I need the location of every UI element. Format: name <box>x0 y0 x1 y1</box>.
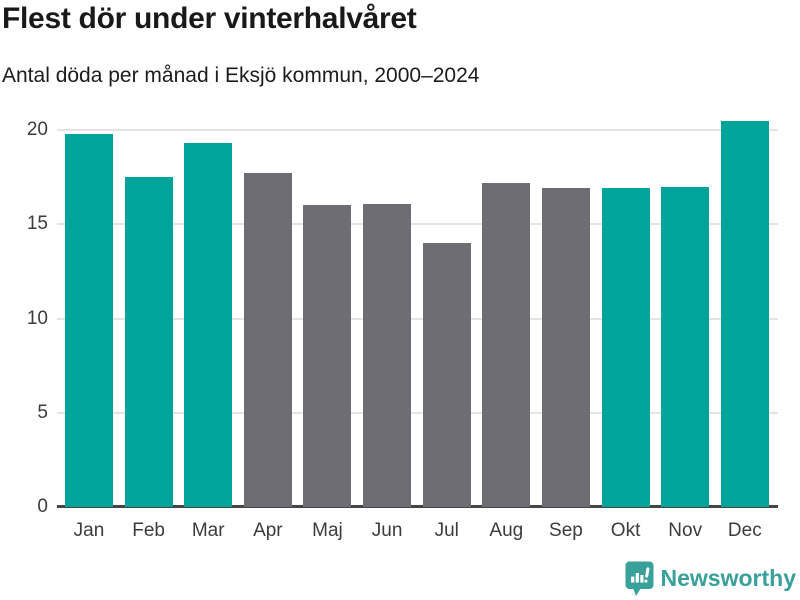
bar-mar <box>184 143 233 507</box>
newsworthy-wordmark: Newsworthy <box>660 565 796 591</box>
bar-maj <box>303 205 352 507</box>
x-tick-label: Maj <box>312 520 343 541</box>
x-tick-label: Aug <box>489 520 524 541</box>
y-tick-label: 10 <box>26 307 48 329</box>
y-tick-label: 15 <box>26 213 48 235</box>
bar-jan <box>65 133 113 507</box>
newsworthy-icon <box>625 561 654 596</box>
bar-sep <box>541 188 590 507</box>
x-tick-label: Dec <box>727 520 762 541</box>
bar-feb <box>124 177 173 507</box>
gridline <box>57 411 778 414</box>
gridline <box>57 129 778 131</box>
x-tick-label: Jul <box>434 520 459 541</box>
bar-jun <box>363 203 412 507</box>
x-tick-label: Jan <box>73 520 105 541</box>
x-tick-label: Okt <box>610 520 641 541</box>
x-tick-label: Jun <box>371 520 403 541</box>
bar-dec <box>720 120 769 507</box>
x-tick-label: Feb <box>132 520 165 541</box>
bar-aug <box>482 182 531 507</box>
plot-area: 0 5 10 15 20 Jan Feb Mar Apr Maj Jun Jul Aug Sep Okt No… <box>27 112 778 541</box>
chart-title: Flest dör under vinterhalvåret <box>2 2 417 35</box>
x-tick-label: Mar <box>191 520 225 541</box>
chart-subtitle: Antal döda per månad i Eksjö kommun, 200… <box>2 64 480 87</box>
gridline <box>57 223 778 226</box>
x-axis-line <box>57 505 778 508</box>
newsworthy-logo: Newsworthy <box>625 561 796 599</box>
bar-okt <box>601 188 650 507</box>
gridline <box>57 317 778 320</box>
y-tick-label: 0 <box>37 496 48 517</box>
x-tick-label: Apr <box>253 520 283 541</box>
x-tick-label: Nov <box>668 520 703 541</box>
y-tick-label: 20 <box>26 119 48 140</box>
bar-jul <box>422 243 471 507</box>
bar-apr <box>243 173 292 507</box>
bar-nov <box>661 186 710 507</box>
x-tick-label: Sep <box>549 520 583 541</box>
y-tick-label: 5 <box>37 401 48 423</box>
